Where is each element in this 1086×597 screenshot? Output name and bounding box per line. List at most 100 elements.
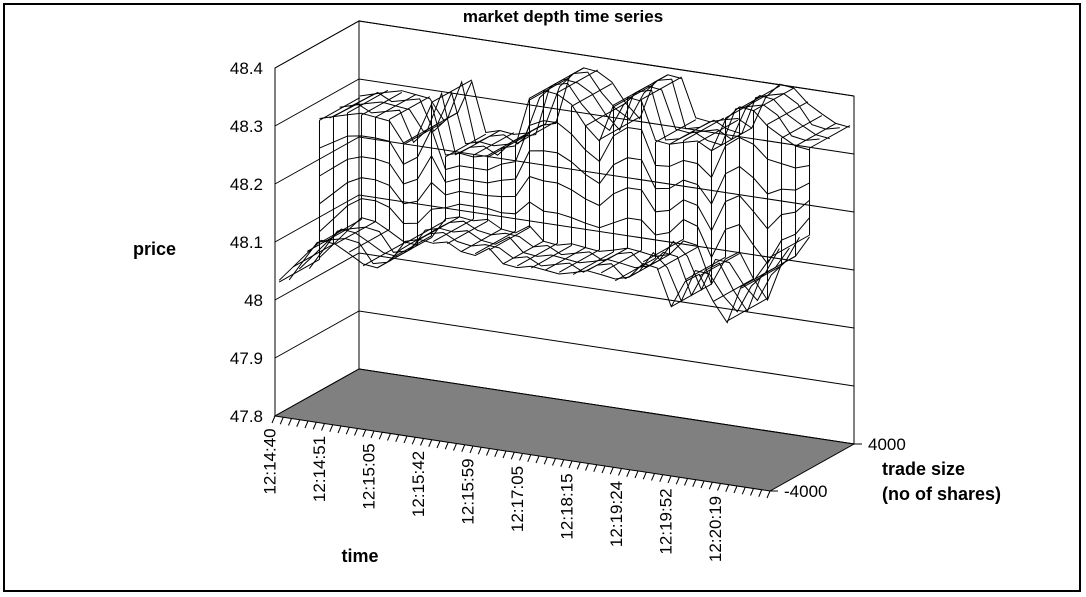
ask-surface-col xyxy=(795,123,837,147)
ask-surface-row xyxy=(339,78,830,147)
time-tick-mark xyxy=(651,473,655,481)
ask-surface-col xyxy=(445,133,487,158)
bid-surface-col xyxy=(306,228,348,252)
time-tick-mark xyxy=(461,444,466,452)
price-tick-label: 48 xyxy=(244,291,263,310)
ask-surface-col xyxy=(767,101,809,125)
bid-surface-row xyxy=(288,231,780,313)
time-tick-mark xyxy=(362,429,367,437)
time-axis-title: time xyxy=(341,546,378,566)
time-tick-marks xyxy=(271,415,862,499)
bid-surface-col xyxy=(684,256,726,281)
bid-surface-col xyxy=(530,245,572,269)
spread-wall-row xyxy=(319,150,810,205)
time-tick-mark xyxy=(708,482,713,490)
ask-surface-col xyxy=(557,69,599,93)
bid-surface-col xyxy=(278,259,320,283)
time-tick-mark xyxy=(304,420,309,429)
ask-surface-col xyxy=(655,119,697,143)
time-tick-mark xyxy=(609,467,614,475)
ask-surface-col xyxy=(809,125,851,149)
time-tick-mark xyxy=(692,479,697,487)
bid-surface-col xyxy=(726,297,768,322)
time-tick-mark xyxy=(486,448,490,456)
ask-surface-row xyxy=(319,89,810,158)
time-tick-mark xyxy=(411,437,416,445)
time-tick-mark xyxy=(741,487,746,495)
bid-surface-col xyxy=(712,278,754,302)
price-gridline xyxy=(274,136,855,213)
spread-wall-row xyxy=(319,120,810,179)
bid-surface-row xyxy=(298,227,790,313)
ask-surface-col xyxy=(571,83,613,107)
ask-surface-col xyxy=(627,74,669,98)
ask-surface-col xyxy=(599,116,641,140)
time-tick-mark xyxy=(543,457,548,465)
trade-size-axis-title-line2: (no of shares) xyxy=(882,484,1001,504)
bid-surface-col xyxy=(600,249,642,274)
time-tick-mark xyxy=(354,428,358,436)
time-tick-mark xyxy=(296,419,301,427)
time-tick-mark xyxy=(700,480,705,489)
time-tick-mark xyxy=(370,430,375,439)
time-tick-label: 12:19:24 xyxy=(607,481,626,547)
time-tick-mark xyxy=(329,424,334,432)
bid-surface-col xyxy=(404,220,446,244)
time-tick-label: 12:14:51 xyxy=(310,436,329,502)
bid-surface-col xyxy=(418,216,460,240)
bid-surface-col xyxy=(460,228,502,253)
time-tick-mark xyxy=(758,489,763,497)
ask-surface-col xyxy=(459,130,501,154)
ask-surface-row xyxy=(359,67,850,135)
time-tick-mark xyxy=(560,459,565,467)
bid-surface-col xyxy=(698,253,740,277)
time-tick-mark xyxy=(659,474,664,482)
bid-surface-col xyxy=(390,235,432,259)
time-tick-label: 12:20:19 xyxy=(706,496,725,562)
time-tick-mark xyxy=(288,418,292,426)
bid-surface-col xyxy=(488,227,530,251)
time-tick-mark xyxy=(337,425,342,434)
time-tick-mark xyxy=(717,483,721,491)
time-tick-mark xyxy=(420,438,424,446)
time-tick-mark xyxy=(626,469,631,477)
bid-surface-col xyxy=(586,247,628,272)
price-tick-label: 47.9 xyxy=(230,349,263,368)
chart-frame: market depth time series price time trad… xyxy=(3,3,1081,592)
time-tick-mark xyxy=(634,470,639,479)
trade-size-tick-label: -4000 xyxy=(784,482,827,501)
ask-surface-col xyxy=(669,121,711,145)
time-tick-mark xyxy=(477,447,482,455)
ask-surface-col xyxy=(403,121,445,146)
time-tick-mark xyxy=(725,484,730,492)
bid-surface-col xyxy=(516,242,558,267)
time-tick-mark xyxy=(510,452,515,460)
time-tick-label: 12:19:52 xyxy=(656,488,675,554)
chart-labels: market depth time series price time trad… xyxy=(133,7,1001,566)
bid-surface-col xyxy=(558,249,600,273)
bid-surface-col xyxy=(544,247,586,271)
time-tick-mark xyxy=(585,463,589,471)
bid-surface-col xyxy=(670,283,712,308)
time-tick-mark xyxy=(271,415,276,424)
ask-surface-col xyxy=(431,79,473,103)
ask-surface-col xyxy=(501,124,543,149)
bid-surface-col xyxy=(656,246,698,271)
price-tick-label: 48.1 xyxy=(230,233,263,252)
ask-surface-row xyxy=(349,71,840,145)
bid-surface-col xyxy=(768,234,810,259)
price-tick-label: 47.8 xyxy=(230,407,263,426)
ask-surface-col xyxy=(641,76,683,100)
time-tick-label: 12:17:05 xyxy=(508,466,527,532)
chart-title: market depth time series xyxy=(463,7,663,26)
bid-surface-col xyxy=(614,257,656,282)
ask-surface-col xyxy=(697,119,739,144)
price-tick-label: 48.2 xyxy=(230,175,263,194)
ask-surface-col xyxy=(781,115,823,139)
time-tick-mark xyxy=(750,488,754,496)
spread-wall-row xyxy=(319,198,810,265)
time-tick-label: 12:15:05 xyxy=(359,443,378,509)
time-tick-label: 12:18:15 xyxy=(557,473,576,539)
ask-surface-col xyxy=(473,132,515,156)
time-tick-mark xyxy=(444,442,449,450)
